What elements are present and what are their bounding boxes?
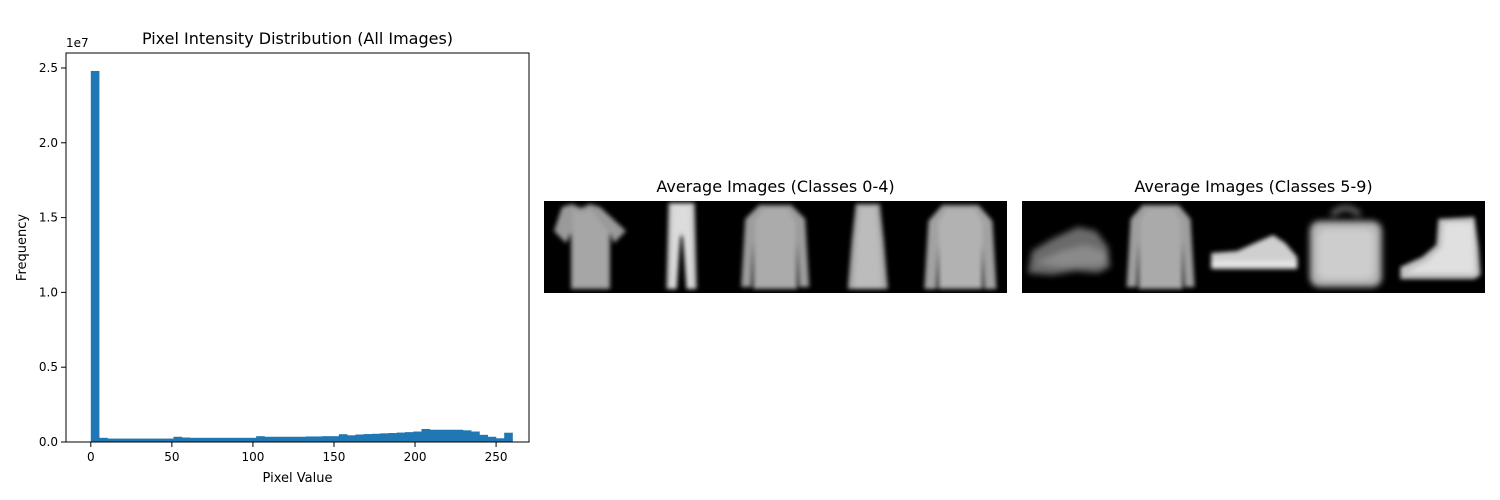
histogram-bar <box>404 432 414 442</box>
histogram-bar <box>471 431 480 442</box>
histogram-bar <box>462 430 472 442</box>
histogram-bar <box>504 432 513 442</box>
histogram-bar <box>264 436 274 442</box>
histogram-y-ticks: 0.0 0.5 1.0 1.5 2.0 2.5 <box>39 61 66 449</box>
histogram-bar <box>123 438 133 442</box>
histogram-bar <box>247 437 257 442</box>
average-image-class-7 <box>1211 235 1298 269</box>
histogram-bar <box>388 433 398 442</box>
y-tick-label: 1.0 <box>39 285 58 299</box>
histogram-bar <box>289 436 298 442</box>
y-tick-label: 2.5 <box>39 61 58 75</box>
average-image-class-9 <box>1400 217 1481 279</box>
histogram-bar <box>280 436 290 442</box>
x-tick-label: 50 <box>164 450 179 464</box>
average-image-class-4 <box>924 205 997 289</box>
y-tick-label: 2.0 <box>39 136 58 150</box>
y-tick-label: 0.0 <box>39 435 58 449</box>
average-images-title-5-9: Average Images (Classes 5-9) <box>1134 177 1372 196</box>
histogram-y-scale-label: 1e7 <box>66 36 89 50</box>
average-image-class-6 <box>1126 205 1195 289</box>
histogram-bar <box>148 438 158 442</box>
histogram-y-label: Frequency <box>15 214 30 281</box>
average-image-class-8 <box>1309 205 1382 287</box>
histogram-bar <box>479 434 489 442</box>
histogram-bar <box>322 436 331 442</box>
histogram-bar <box>363 434 373 442</box>
average-image-class-0 <box>554 204 626 289</box>
average-image-class-5 <box>1028 227 1110 275</box>
histogram-x-label: Pixel Value <box>263 471 333 486</box>
histogram-x-ticks: 0 50 100 150 200 250 <box>87 442 508 464</box>
histogram-bar <box>272 436 282 442</box>
average-images-panel-classes-5-9: Average Images (Classes 5-9) <box>1022 177 1485 293</box>
histogram-bar <box>314 436 323 442</box>
histogram-bar <box>132 438 141 442</box>
average-image-class-2 <box>741 205 810 289</box>
histogram-title: Pixel Intensity Distribution (All Images… <box>142 29 453 48</box>
average-images-title-0-4: Average Images (Classes 0-4) <box>656 177 894 196</box>
histogram-bar <box>495 438 505 442</box>
histogram-bar <box>380 433 389 442</box>
histogram-bar <box>429 429 439 442</box>
histogram-bar <box>239 437 249 442</box>
average-image-class-1 <box>666 203 697 289</box>
histogram-bar <box>305 436 315 442</box>
histogram-bar <box>355 434 364 442</box>
histogram-bar <box>487 436 497 442</box>
histogram-bar <box>421 428 431 442</box>
histogram-bar <box>297 436 307 442</box>
histogram-bars <box>90 70 513 442</box>
histogram-bar <box>330 436 340 442</box>
x-tick-label: 200 <box>404 450 427 464</box>
histogram-bar <box>99 437 108 442</box>
histogram-bar <box>338 434 348 442</box>
histogram-bar <box>214 437 224 442</box>
average-images-panel-classes-0-4: Average Images (Classes 0-4) <box>544 177 1007 293</box>
histogram-bar <box>396 432 406 442</box>
histogram-bar <box>115 438 125 442</box>
histogram-bar <box>446 429 455 442</box>
histogram-bar <box>90 70 100 442</box>
histogram-bar <box>140 438 150 442</box>
average-image-class-3 <box>847 204 888 289</box>
histogram-bar <box>156 438 166 442</box>
histogram-bar <box>198 437 207 442</box>
histogram-bar <box>206 437 216 442</box>
histogram-bar <box>231 437 240 442</box>
x-tick-label: 150 <box>323 450 346 464</box>
x-tick-label: 250 <box>485 450 508 464</box>
x-tick-label: 100 <box>241 450 264 464</box>
histogram-bar <box>347 435 356 442</box>
histogram-bar <box>107 438 116 442</box>
histogram-bar <box>223 437 232 442</box>
histogram-bar <box>438 429 447 442</box>
histogram-bar <box>371 433 381 442</box>
histogram-bar <box>413 431 422 442</box>
histogram-bar <box>454 429 464 442</box>
histogram-bar <box>256 436 265 442</box>
histogram-bar <box>190 437 199 442</box>
x-tick-label: 0 <box>87 450 95 464</box>
histogram-bar <box>165 438 174 442</box>
histogram-bar <box>173 436 183 442</box>
histogram-axes-frame <box>65 52 530 443</box>
histogram-panel: Pixel Intensity Distribution (All Images… <box>15 29 530 486</box>
histogram-bar <box>181 437 191 442</box>
y-tick-label: 1.5 <box>39 211 58 225</box>
y-tick-label: 0.5 <box>39 360 58 374</box>
